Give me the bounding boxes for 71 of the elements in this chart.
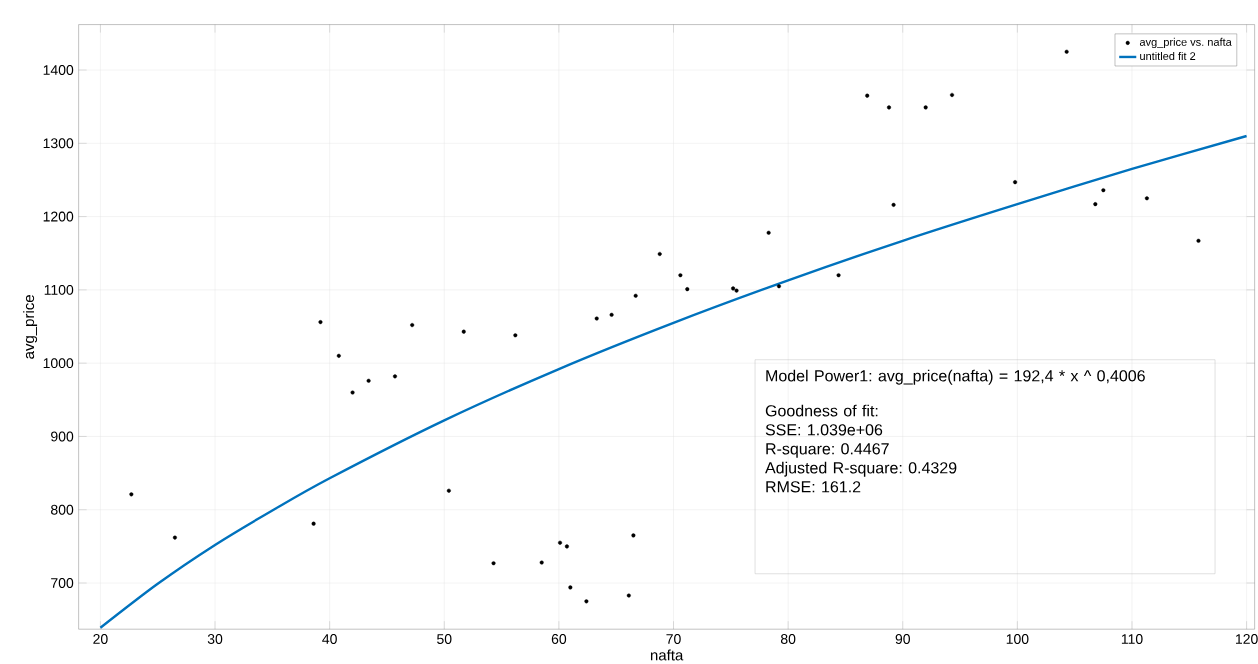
x-tick-label: 60 (551, 634, 567, 644)
point (491, 561, 496, 566)
point (584, 599, 589, 604)
y-tick-label: 700 (51, 578, 74, 588)
x-tick-label: 70 (666, 634, 681, 644)
annotation: Adjusted R-square: 0.4329 (765, 461, 957, 477)
point (1101, 188, 1106, 193)
x-axis-title: nafta (650, 649, 684, 661)
y-tick-label: 800 (51, 504, 74, 515)
point (318, 320, 323, 325)
annotation: Model Power1: avg_price(nafta) = 192,4 * x ^ 0,4006 (766, 369, 1145, 385)
y-tick-label: 1100 (44, 284, 74, 295)
point (950, 92, 955, 97)
point (392, 374, 397, 379)
annotation: R-square: 0.4467 (766, 443, 889, 458)
point (923, 105, 928, 110)
point (626, 593, 631, 598)
point (558, 540, 563, 545)
point (129, 492, 134, 497)
point (1064, 49, 1069, 54)
x-tick-label: 100 (1006, 634, 1029, 644)
point (311, 521, 316, 526)
point (776, 284, 781, 289)
point (609, 312, 614, 317)
point (539, 560, 544, 565)
x-tick-label: 80 (780, 634, 796, 644)
point (513, 333, 518, 338)
point (678, 273, 683, 278)
point (446, 488, 451, 493)
y-tick-label: 1000 (43, 358, 74, 369)
legend-label: untitled fit 2 (1140, 51, 1196, 60)
point (887, 105, 891, 110)
point (410, 323, 415, 328)
annotation: SSE: 1.039e+06 (765, 424, 883, 436)
point (594, 316, 599, 321)
point (631, 533, 636, 538)
point (350, 390, 355, 395)
y-axis-title: avg_price (23, 295, 38, 359)
x-tick-label: 20 (93, 634, 108, 644)
annotation: RMSE: 161.2 (766, 481, 861, 493)
point (568, 585, 573, 590)
y-tick-label: 1300 (43, 138, 74, 149)
x-tick-label: 90 (895, 634, 910, 644)
point (633, 293, 638, 298)
x-tick-label: 120 (1236, 634, 1258, 644)
point (685, 287, 690, 292)
point (731, 286, 736, 291)
legend-label: avg_price vs. nafta (1139, 37, 1232, 49)
point (366, 378, 371, 383)
x-tick-label: 40 (322, 634, 337, 644)
point (564, 544, 569, 549)
point (891, 202, 896, 207)
point (1013, 180, 1018, 185)
x-tick-label: 30 (207, 634, 223, 644)
point (461, 329, 466, 334)
point (336, 353, 341, 358)
point (1144, 196, 1149, 201)
point (1093, 202, 1098, 207)
point (865, 93, 870, 98)
y-tick-label: 1400 (43, 65, 74, 75)
line-series (99, 134, 1248, 629)
point (836, 273, 841, 278)
point (766, 230, 771, 235)
point (657, 251, 662, 256)
x-tick-label: 50 (437, 634, 452, 644)
point (172, 535, 177, 540)
point (1196, 238, 1201, 243)
x-tick-label: 110 (1121, 634, 1143, 644)
y-tick-label: 900 (51, 431, 74, 442)
annotation: Goodness of fit: (765, 404, 878, 417)
y-tick-label: 1200 (43, 211, 74, 222)
